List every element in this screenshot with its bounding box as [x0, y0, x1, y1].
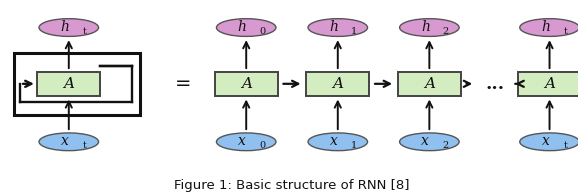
Text: x: x [61, 134, 69, 148]
Text: 1: 1 [350, 27, 357, 36]
Ellipse shape [520, 19, 579, 36]
Ellipse shape [399, 19, 459, 36]
Text: A: A [544, 77, 555, 91]
Text: x: x [541, 134, 550, 148]
Ellipse shape [520, 133, 579, 151]
Text: Figure 1: Basic structure of RNN [8]: Figure 1: Basic structure of RNN [8] [174, 179, 410, 192]
Text: 0: 0 [259, 27, 265, 36]
Text: h: h [238, 20, 246, 34]
Ellipse shape [39, 19, 99, 36]
Text: t: t [564, 141, 568, 150]
Text: 2: 2 [442, 141, 449, 150]
FancyBboxPatch shape [518, 72, 581, 96]
Text: t: t [83, 27, 87, 36]
Text: A: A [241, 77, 252, 91]
Text: t: t [83, 141, 87, 150]
FancyBboxPatch shape [306, 72, 369, 96]
Ellipse shape [308, 19, 367, 36]
Ellipse shape [217, 133, 276, 151]
Text: A: A [424, 77, 435, 91]
Text: h: h [541, 20, 550, 34]
Text: 2: 2 [442, 27, 449, 36]
Text: x: x [330, 134, 338, 148]
Ellipse shape [308, 133, 367, 151]
Text: h: h [60, 20, 69, 34]
Text: 0: 0 [259, 141, 265, 150]
Text: h: h [421, 20, 430, 34]
Text: x: x [238, 134, 246, 148]
FancyBboxPatch shape [215, 72, 277, 96]
Text: A: A [332, 77, 343, 91]
Text: ...: ... [486, 75, 505, 93]
Ellipse shape [39, 133, 99, 151]
Ellipse shape [399, 133, 459, 151]
Ellipse shape [217, 19, 276, 36]
Bar [15, 53, 140, 114]
Text: t: t [564, 27, 568, 36]
Text: h: h [329, 20, 338, 34]
Text: 1: 1 [350, 141, 357, 150]
Text: =: = [175, 74, 192, 93]
FancyBboxPatch shape [37, 72, 100, 96]
Text: A: A [63, 77, 74, 91]
FancyBboxPatch shape [398, 72, 461, 96]
Text: x: x [422, 134, 429, 148]
